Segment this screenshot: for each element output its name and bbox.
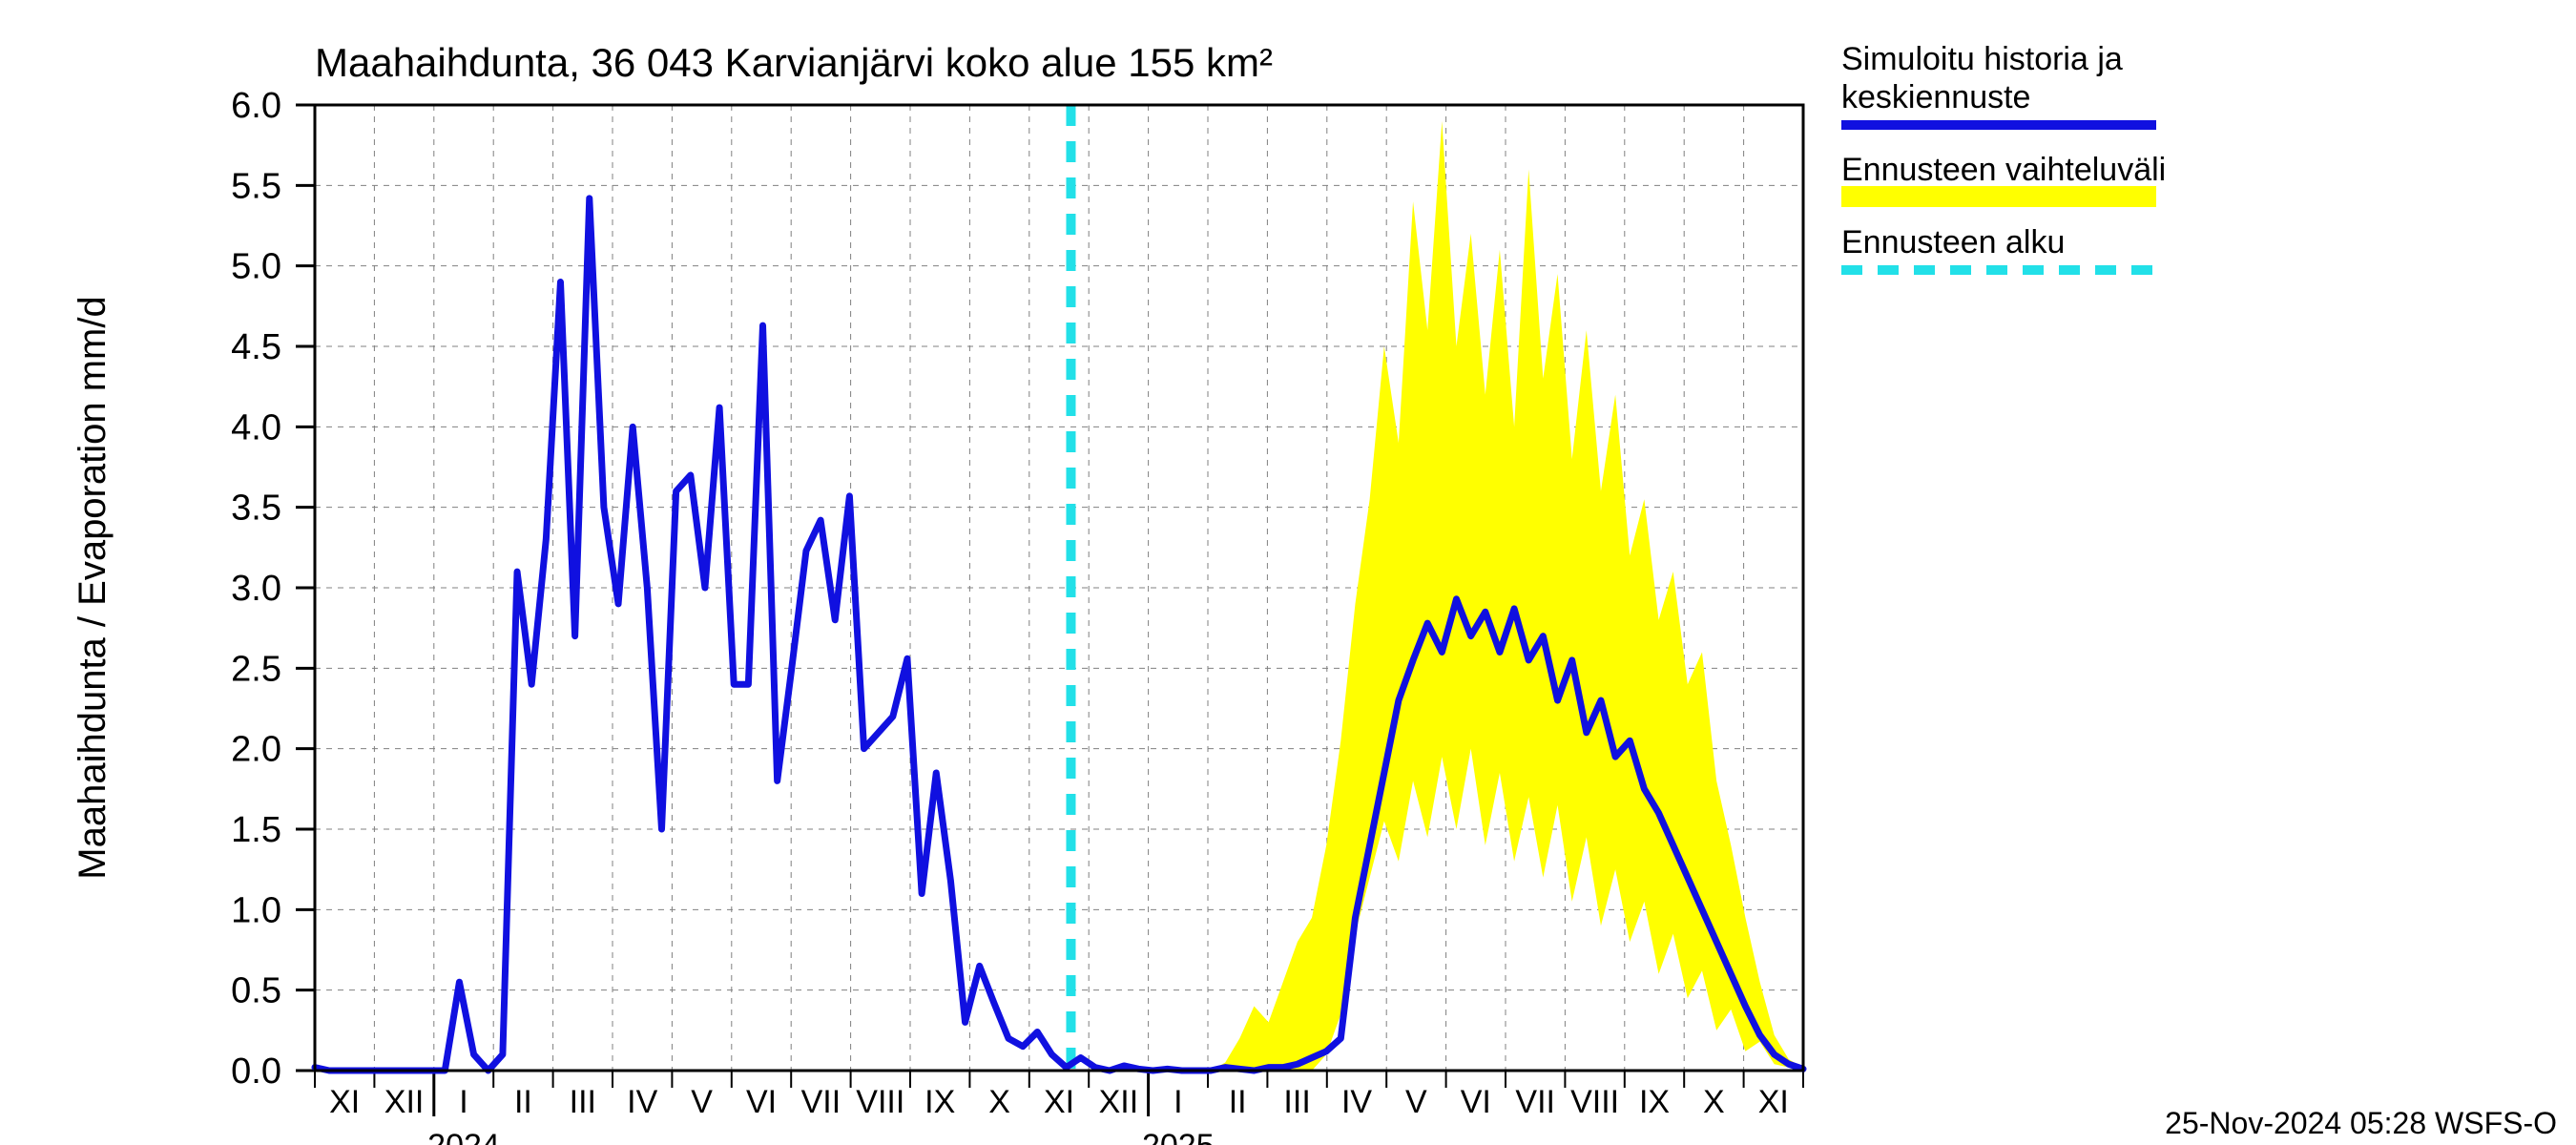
y-tick-label: 3.5 — [231, 489, 281, 529]
x-year-label: 2024 — [427, 1128, 500, 1145]
x-month-label: II — [1229, 1084, 1247, 1120]
x-year-label: 2025 — [1142, 1128, 1215, 1145]
y-tick-label: 3.0 — [231, 569, 281, 609]
y-tick-label: 5.5 — [231, 166, 281, 206]
uncertainty-band — [1153, 121, 1803, 1071]
x-month-label: X — [1703, 1084, 1725, 1120]
y-tick-label: 0.5 — [231, 971, 281, 1011]
x-month-label: XII — [384, 1084, 425, 1120]
x-month-label: VIII — [1570, 1084, 1619, 1120]
y-tick-label: 1.0 — [231, 890, 281, 930]
y-tick-label: 2.0 — [231, 730, 281, 770]
y-tick-label: 4.5 — [231, 327, 281, 367]
x-month-label: I — [459, 1084, 467, 1120]
x-month-label: V — [1405, 1084, 1427, 1120]
y-tick-label: 4.0 — [231, 407, 281, 448]
x-month-label: II — [514, 1084, 532, 1120]
y-tick-label: 0.0 — [231, 1051, 281, 1092]
x-month-label: I — [1174, 1084, 1182, 1120]
x-month-label: VII — [1515, 1084, 1555, 1120]
x-month-label: VII — [801, 1084, 841, 1120]
y-tick-label: 1.5 — [231, 810, 281, 850]
x-month-label: III — [1283, 1084, 1310, 1120]
x-month-label: IX — [924, 1084, 955, 1120]
x-month-label: X — [988, 1084, 1010, 1120]
legend-label: Simuloitu historia ja — [1841, 41, 2123, 77]
legend-label: keskiennuste — [1841, 79, 2030, 115]
chart-title: Maahaihdunta, 36 043 Karvianjärvi koko a… — [315, 40, 1273, 85]
x-month-label: XII — [1099, 1084, 1139, 1120]
y-axis-label: Maahaihdunta / Evaporation mm/d — [72, 296, 114, 879]
x-month-label: VIII — [856, 1084, 904, 1120]
x-month-label: XI — [1044, 1084, 1074, 1120]
x-month-label: XI — [329, 1084, 360, 1120]
x-month-label: IV — [627, 1084, 657, 1120]
legend-label: Ennusteen alku — [1841, 224, 2065, 260]
x-month-label: IX — [1639, 1084, 1670, 1120]
legend-label: Ennusteen vaihteluväli — [1841, 152, 2166, 188]
chart-footer: 25-Nov-2024 05:28 WSFS-O — [2165, 1106, 2557, 1140]
chart-svg: 0.0 0.5 1.0 1.5 2.0 2.5 3.0 3.5 4.0 4.5 5.0 5.5 6.0 X… — [0, 0, 2576, 1145]
x-month-label: VI — [1461, 1084, 1491, 1120]
y-tick-label: 5.0 — [231, 247, 281, 287]
x-month-label: V — [691, 1084, 713, 1120]
y-tick-label: 6.0 — [231, 86, 281, 126]
x-month-label: IV — [1341, 1084, 1372, 1120]
chart-container: 0.0 0.5 1.0 1.5 2.0 2.5 3.0 3.5 4.0 4.5 5.0 5.5 6.0 X… — [0, 0, 2576, 1145]
x-month-label: VI — [746, 1084, 777, 1120]
legend-swatch-fill — [1841, 186, 2156, 207]
y-tick-label: 2.5 — [231, 649, 281, 689]
x-month-label: XI — [1758, 1084, 1789, 1120]
x-month-label: III — [570, 1084, 596, 1120]
